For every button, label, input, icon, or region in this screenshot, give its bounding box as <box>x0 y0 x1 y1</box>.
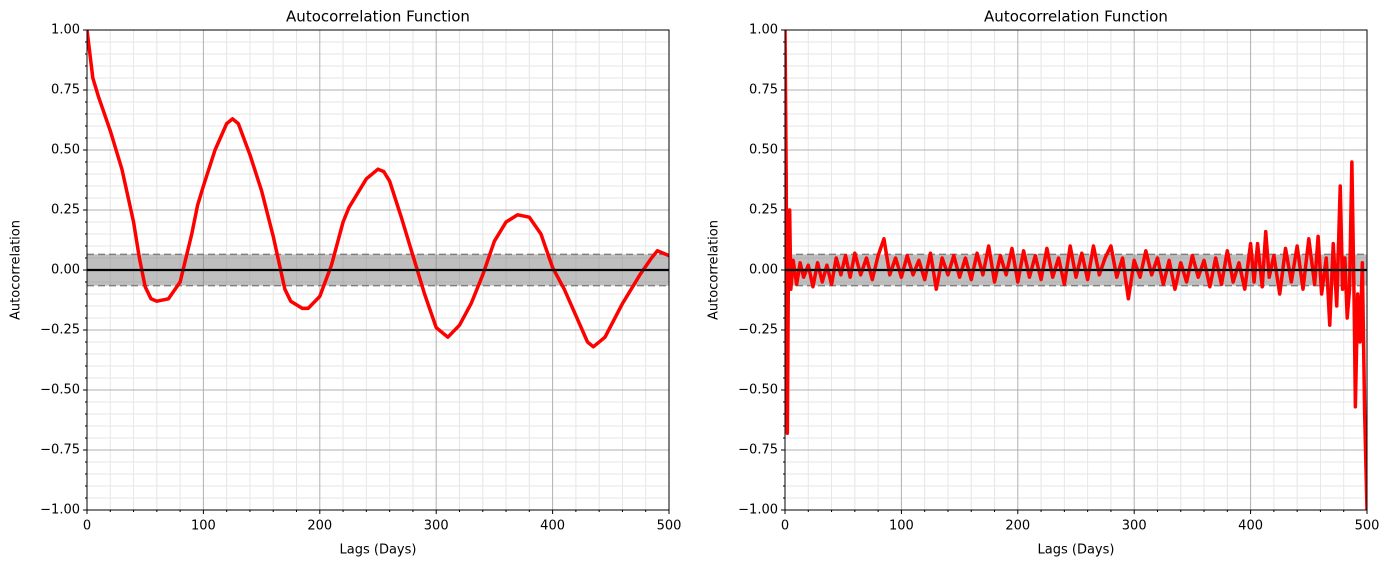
x-tick-label: 100 <box>889 519 914 534</box>
acf-line <box>785 29 1367 511</box>
x-axis-label: Lags (Days) <box>340 543 417 558</box>
chart: 0 100 200 300 400 500 −1.00 −0.75 −0.50 −0.25 0.00… <box>707 8 1380 558</box>
y-tick-label: 0.00 <box>749 263 778 278</box>
y-tick-label: −0.25 <box>40 323 80 338</box>
chart: 0 100 200 300 400 500 −1.00 −0.75 −0.50 −0.25 0.00… <box>9 8 682 558</box>
x-tick-label: 0 <box>83 519 91 534</box>
y-tick-label: 0.75 <box>749 83 778 98</box>
x-tick-label: 400 <box>540 519 565 534</box>
x-tick-label: 300 <box>1122 519 1147 534</box>
y-tick-label: −0.50 <box>40 383 80 398</box>
chart-title: Autocorrelation Function <box>984 8 1168 26</box>
y-axis-label: Autocorrelation <box>9 220 24 320</box>
y-tick-label: 0.25 <box>749 203 778 218</box>
x-tick-label: 200 <box>307 519 332 534</box>
x-tick-label: 500 <box>1355 519 1380 534</box>
y-tick-label: 1.00 <box>749 23 778 38</box>
y-tick-label: −1.00 <box>40 503 80 518</box>
x-tick-label: 500 <box>657 519 682 534</box>
y-tick-label: 0.25 <box>51 203 80 218</box>
axes-frame <box>86 29 670 511</box>
axes-frame <box>784 29 1368 511</box>
y-tick-label: −0.75 <box>40 443 80 458</box>
x-tick-label: 200 <box>1005 519 1030 534</box>
y-tick-label: −0.25 <box>738 323 778 338</box>
y-tick-label: 0.00 <box>51 263 80 278</box>
y-tick-label: −1.00 <box>738 503 778 518</box>
x-tick-label: 100 <box>191 519 216 534</box>
x-tick-label: 0 <box>781 519 789 534</box>
x-tick-label: 400 <box>1238 519 1263 534</box>
acf-line <box>87 29 669 349</box>
x-axis-label: Lags (Days) <box>1038 543 1115 558</box>
y-tick-label: 0.50 <box>51 143 80 158</box>
y-tick-label: 0.50 <box>749 143 778 158</box>
x-tick-label: 300 <box>424 519 449 534</box>
y-tick-label: −0.75 <box>738 443 778 458</box>
y-tick-label: 0.75 <box>51 83 80 98</box>
y-tick-label: −0.50 <box>738 383 778 398</box>
y-axis-label: Autocorrelation <box>707 220 722 320</box>
chart-title: Autocorrelation Function <box>286 8 470 26</box>
y-tick-label: 1.00 <box>51 23 80 38</box>
